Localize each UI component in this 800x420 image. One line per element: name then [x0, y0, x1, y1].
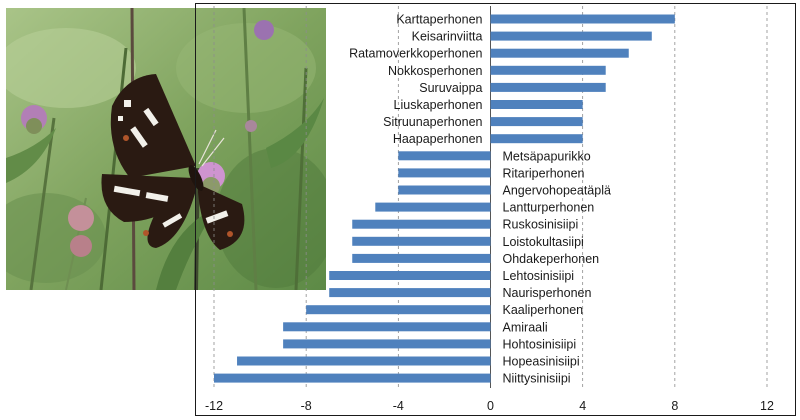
bar: [283, 322, 491, 332]
bar: [398, 168, 491, 178]
category-label: Niittysinisiipi: [503, 372, 571, 386]
category-label: Lehtosinisiipi: [503, 269, 575, 283]
bar: [490, 134, 583, 144]
bar: [352, 219, 491, 229]
bar: [329, 288, 491, 298]
bar: [490, 14, 675, 24]
chart-frame: [195, 3, 796, 416]
bar: [237, 356, 491, 366]
bar: [352, 253, 491, 263]
butterfly-photo: [6, 8, 326, 290]
category-label: Karttaperhonen: [396, 13, 482, 27]
category-label: Amiraali: [503, 320, 548, 334]
bar: [283, 339, 491, 349]
category-label: Hopeasinisiipi: [503, 355, 580, 369]
bar: [398, 185, 491, 195]
bar: [490, 65, 606, 75]
bar: [375, 202, 491, 212]
x-tick-label: 0: [487, 399, 494, 413]
category-label: Kaaliperhonen: [503, 303, 584, 317]
bar: [306, 305, 491, 315]
bar: [490, 117, 583, 127]
category-label: Ruskosinisiipi: [503, 218, 579, 232]
category-labels: Karttaperhonen Keisarinviitta Ratamoverkko…: [349, 13, 611, 386]
category-label: Naurisperhonen: [503, 286, 592, 300]
bar: [490, 31, 652, 41]
x-tick-label: -8: [301, 399, 312, 413]
bar: [490, 48, 629, 58]
category-label: Lantturperhonen: [503, 201, 595, 215]
category-label: Suruvaippa: [419, 81, 482, 95]
x-axis-ticks: -12 -8 -4 0 4 8 12: [205, 399, 774, 413]
bar: [490, 100, 583, 109]
bar: [490, 82, 606, 92]
bar: [214, 373, 491, 383]
category-label: Metsäpapurikko: [503, 149, 591, 163]
x-tick-label: 4: [579, 399, 586, 413]
category-label: Nokkosperhonen: [388, 64, 483, 78]
x-tick-label: -4: [393, 399, 404, 413]
category-label: Keisarinviitta: [412, 30, 483, 44]
category-label: Ratamoverkkoperhonen: [349, 47, 482, 61]
category-label: Ritariperhonen: [503, 166, 585, 180]
category-label: Ohdakeperhonen: [503, 252, 600, 266]
category-label: Haapaperhonen: [393, 132, 483, 146]
category-label: Sitruunaperhonen: [383, 115, 482, 129]
category-label: Angervohopeatäplä: [503, 184, 611, 198]
bar: [352, 236, 491, 246]
bar-series: [214, 14, 675, 383]
x-tick-label: -12: [205, 399, 223, 413]
bar: [329, 271, 491, 280]
bar: [398, 151, 491, 161]
category-label: Hohtosinisiipi: [503, 337, 577, 351]
category-label: Loistokultasiipi: [503, 235, 584, 249]
x-tick-label: 8: [671, 399, 678, 413]
category-label: Liuskaperhonen: [394, 98, 483, 112]
x-tick-label: 12: [760, 399, 774, 413]
